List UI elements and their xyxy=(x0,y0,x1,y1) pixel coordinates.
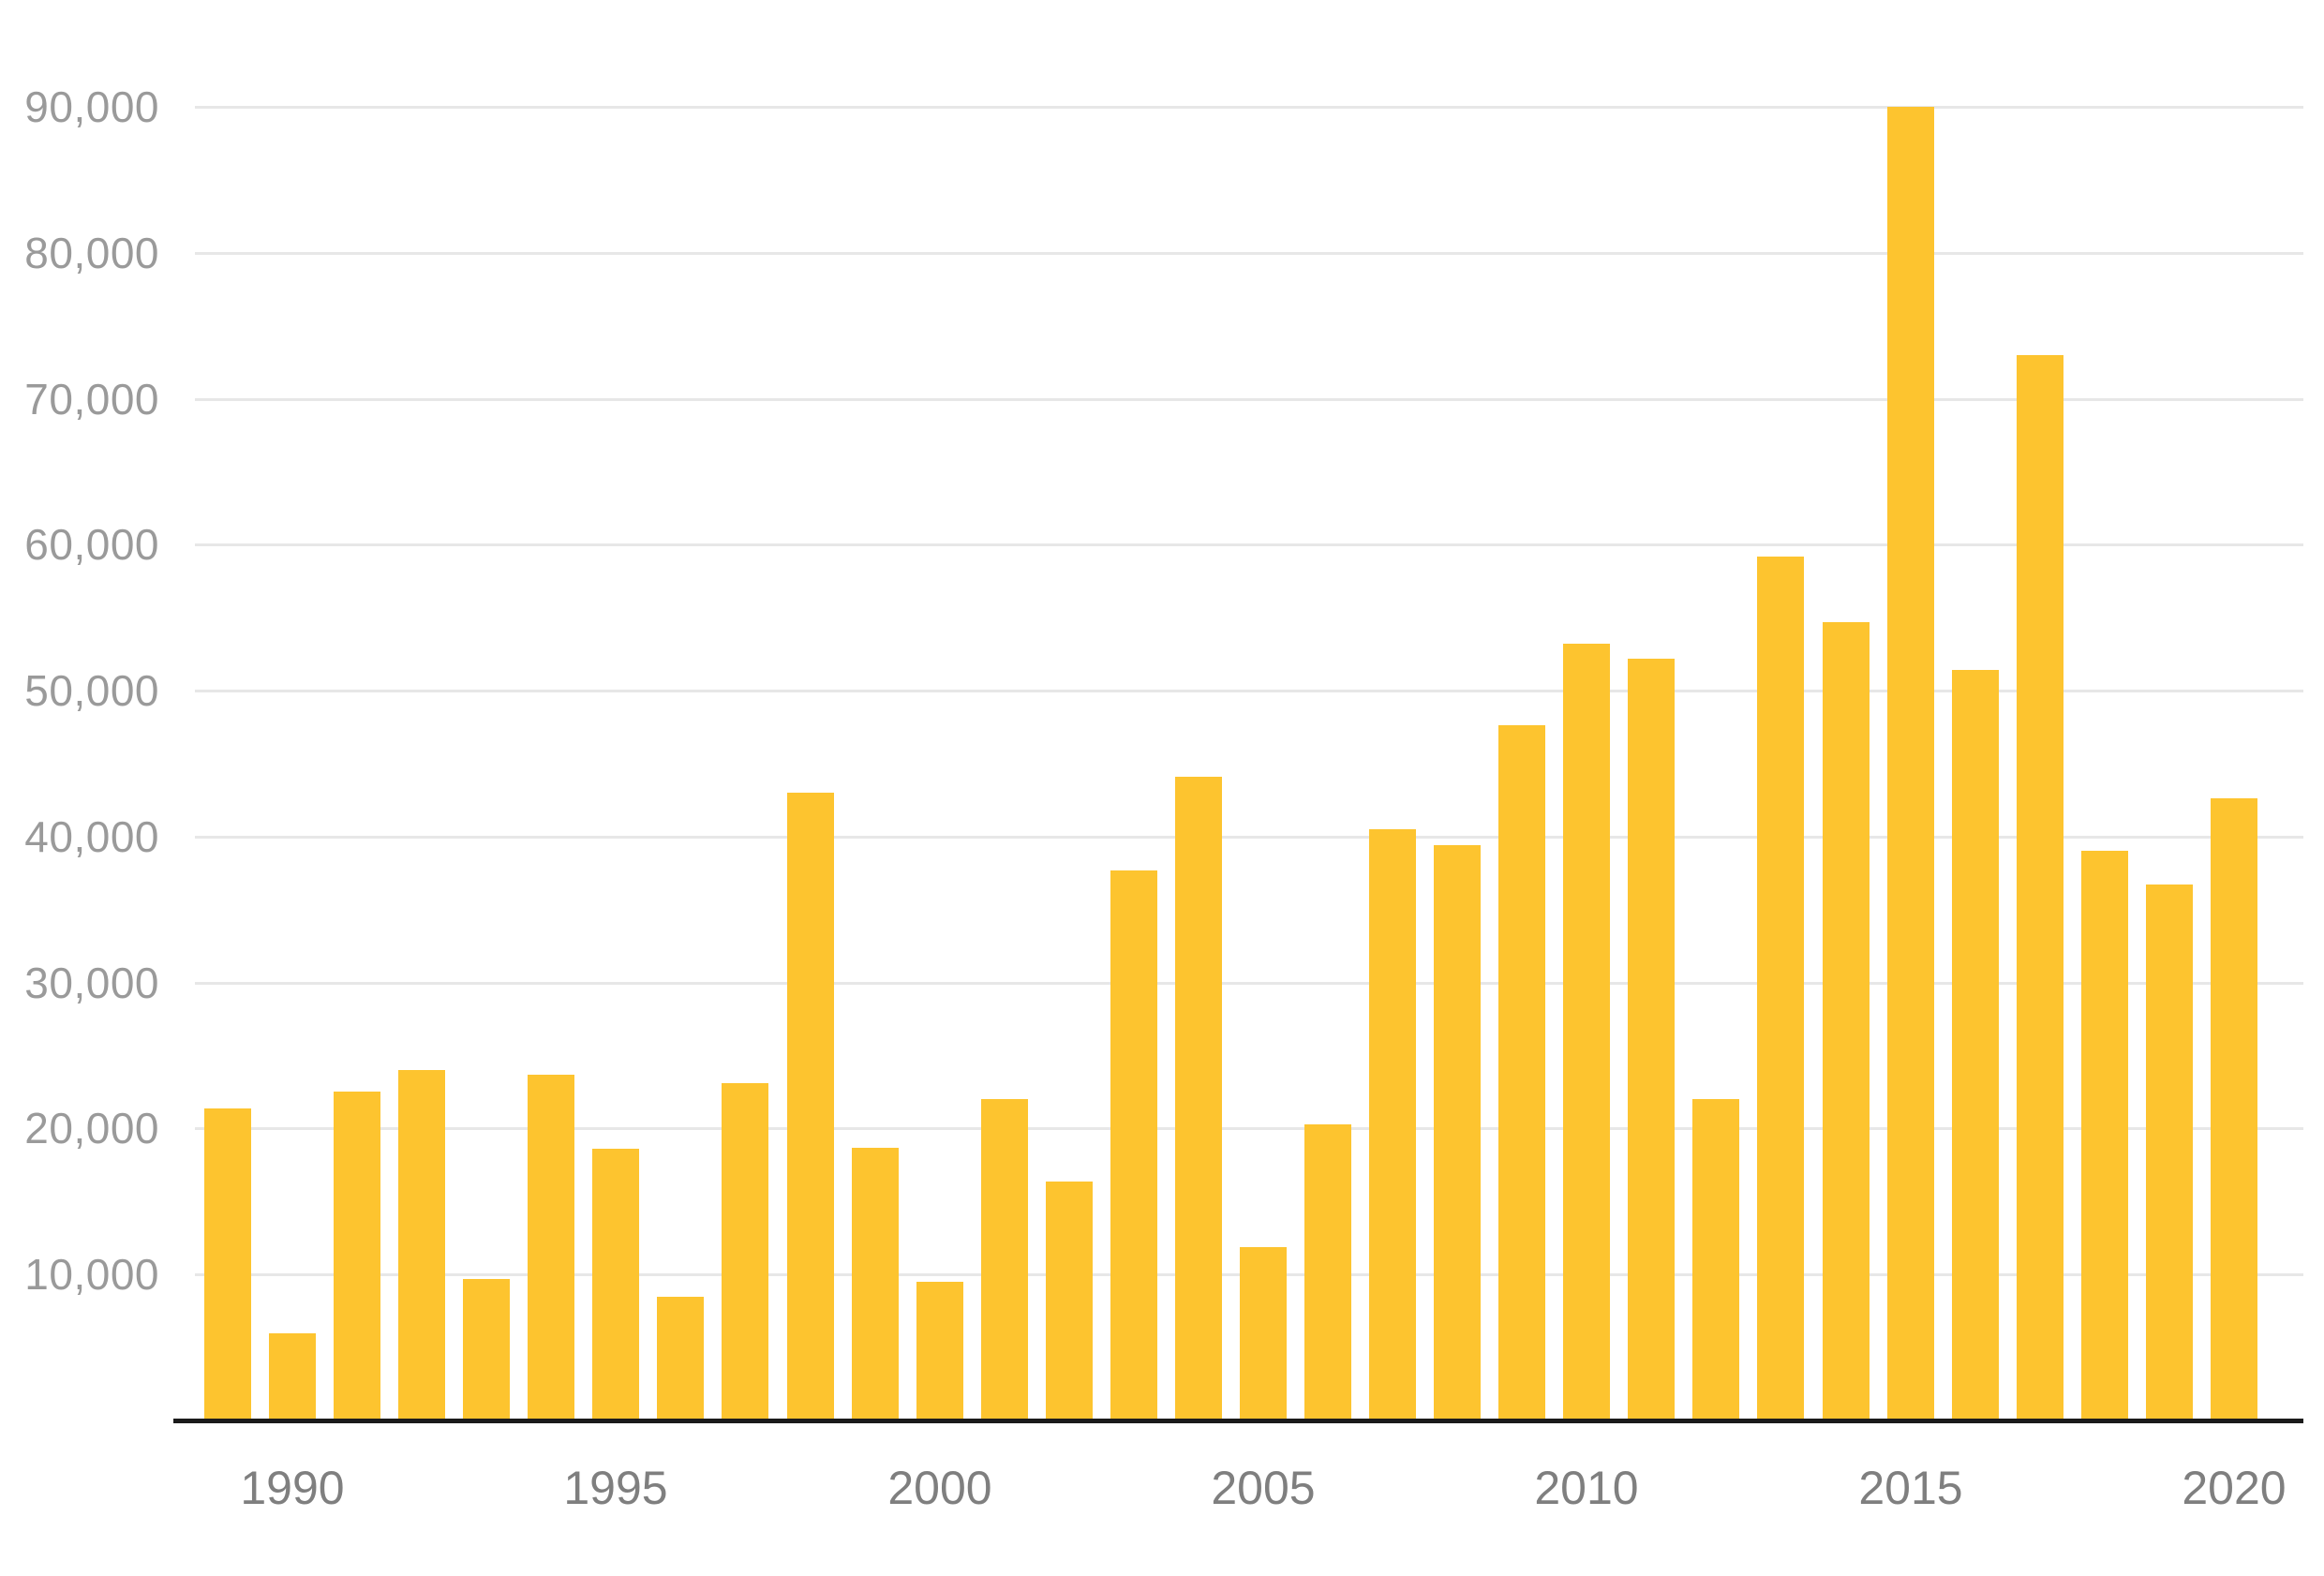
gridline-40000 xyxy=(195,836,2303,839)
y-tick-label-80000: 80,000 xyxy=(24,229,159,277)
bar-2004 xyxy=(1175,777,1222,1420)
bar-2015 xyxy=(1887,107,1934,1420)
bar-2011 xyxy=(1628,659,1675,1420)
bar-2003 xyxy=(1110,870,1157,1420)
bar-1991 xyxy=(334,1092,380,1420)
bar-2008 xyxy=(1434,845,1481,1420)
gridline-50000 xyxy=(195,690,2303,692)
bar-1996 xyxy=(657,1297,704,1420)
bar-1997 xyxy=(722,1083,768,1420)
gridline-20000 xyxy=(195,1127,2303,1130)
bar-2009 xyxy=(1498,725,1545,1420)
y-tick-label-20000: 20,000 xyxy=(24,1104,159,1152)
bar-2017 xyxy=(2017,355,2063,1420)
x-tick-label-2020: 2020 xyxy=(2182,1462,2287,1514)
bar-1989 xyxy=(204,1108,251,1420)
bar-2020 xyxy=(2211,798,2257,1420)
x-axis-line xyxy=(173,1419,2303,1423)
bar-2018 xyxy=(2081,851,2128,1420)
y-tick-label-50000: 50,000 xyxy=(24,666,159,715)
x-tick-label-1995: 1995 xyxy=(563,1462,668,1514)
bar-1999 xyxy=(852,1148,899,1420)
bar-2016 xyxy=(1952,670,1999,1420)
y-tick-label-90000: 90,000 xyxy=(24,82,159,131)
bar-2005 xyxy=(1240,1247,1287,1420)
bar-2002 xyxy=(1046,1182,1093,1420)
x-tick-label-2010: 2010 xyxy=(1534,1462,1639,1514)
x-tick-label-2005: 2005 xyxy=(1211,1462,1316,1514)
x-tick-label-2015: 2015 xyxy=(1858,1462,1963,1514)
gridline-60000 xyxy=(195,543,2303,546)
bar-2010 xyxy=(1563,644,1610,1420)
x-tick-label-2000: 2000 xyxy=(887,1462,992,1514)
gridline-70000 xyxy=(195,398,2303,401)
bar-1990 xyxy=(269,1333,316,1420)
gridline-90000 xyxy=(195,106,2303,109)
y-tick-label-60000: 60,000 xyxy=(24,520,159,569)
bar-2019 xyxy=(2146,885,2193,1420)
bar-2014 xyxy=(1823,622,1870,1420)
bar-2007 xyxy=(1369,829,1416,1420)
bar-2006 xyxy=(1304,1124,1351,1420)
bar-2000 xyxy=(916,1282,963,1420)
bar-1993 xyxy=(463,1279,510,1420)
bar-1992 xyxy=(398,1070,445,1420)
bar-2013 xyxy=(1757,557,1804,1420)
bar-1994 xyxy=(528,1075,574,1420)
gridline-30000 xyxy=(195,982,2303,985)
y-tick-label-40000: 40,000 xyxy=(24,812,159,861)
bar-1995 xyxy=(592,1149,639,1420)
y-tick-label-70000: 70,000 xyxy=(24,375,159,424)
y-tick-label-10000: 10,000 xyxy=(24,1250,159,1299)
bar-2001 xyxy=(981,1099,1028,1420)
x-tick-label-1990: 1990 xyxy=(240,1462,345,1514)
y-tick-label-30000: 30,000 xyxy=(24,959,159,1007)
bar-1998 xyxy=(787,793,834,1420)
gridline-80000 xyxy=(195,252,2303,255)
bar-2012 xyxy=(1692,1099,1739,1420)
